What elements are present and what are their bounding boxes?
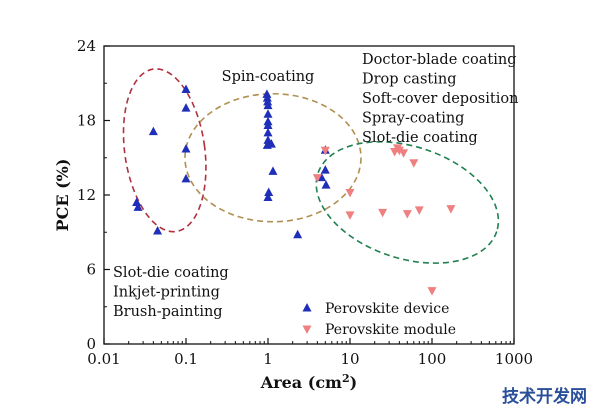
method-group-ellipses <box>122 68 500 264</box>
data-point <box>409 159 419 168</box>
axis-ticks: 0.01 0.1 1 10 100 1000 0 6 12 18 24 <box>77 37 533 368</box>
data-point <box>345 189 355 198</box>
data-point <box>345 211 355 220</box>
data-point <box>427 287 437 296</box>
y-axis-title: PCE (%) <box>53 159 72 232</box>
data-point <box>181 103 191 112</box>
y-tick-label: 24 <box>77 37 96 55</box>
x-tick-label: 10 <box>340 350 359 368</box>
data-point <box>394 146 404 156</box>
legend: Perovskite device Perovskite module <box>302 301 456 338</box>
data-point <box>181 144 191 153</box>
data-point <box>263 96 273 106</box>
method-annotations: Spin-coating Doctor-blade coating Drop cas… <box>113 52 518 320</box>
x-axis-title-close: ) <box>350 373 358 392</box>
annotation-spin-line: Spin-coating <box>222 69 315 85</box>
x-tick-label: 0.1 <box>174 350 198 368</box>
y-tick-label: 0 <box>86 335 96 353</box>
annotation-right-line: Soft-cover deposition <box>362 91 518 107</box>
data-point <box>399 149 409 158</box>
y-tick-label: 18 <box>77 112 96 130</box>
data-point <box>262 89 272 98</box>
data-point <box>378 208 388 218</box>
data-point <box>317 172 327 182</box>
annotation-right-line: Doctor-blade coating <box>362 52 516 68</box>
legend-label: Perovskite device <box>325 301 449 317</box>
data-point <box>402 210 412 219</box>
series-device <box>132 84 331 239</box>
data-point <box>264 187 274 197</box>
data-point <box>132 197 142 206</box>
data-point <box>181 84 191 93</box>
data-point <box>312 174 322 183</box>
data-point <box>263 127 273 137</box>
data-point <box>263 120 273 129</box>
legend-label: Perovskite module <box>325 322 456 338</box>
data-point <box>446 205 456 214</box>
data-point <box>293 229 303 239</box>
data-point <box>133 202 143 211</box>
watermark: 技术开发网 <box>475 385 587 409</box>
data-point <box>263 100 273 110</box>
annotation-right-line: Slot-die coating <box>362 130 478 146</box>
data-point <box>263 109 273 118</box>
data-point <box>263 192 273 201</box>
data-point <box>320 165 330 174</box>
x-tick-label: 1000 <box>495 350 533 368</box>
annotation-right-line: Spray-coating <box>362 111 464 127</box>
data-point <box>414 206 424 215</box>
x-tick-label: 0.01 <box>87 350 120 368</box>
x-axis-title: Area (cm2) <box>260 372 357 392</box>
data-point <box>148 126 158 136</box>
y-tick-label: 6 <box>86 261 96 279</box>
annotation-left-line: Brush-painting <box>113 304 223 320</box>
data-point <box>262 93 272 102</box>
y-tick-label: 12 <box>77 186 96 204</box>
legend-marker <box>302 303 312 312</box>
x-tick-label: 1 <box>263 350 273 368</box>
legend-marker <box>302 325 312 334</box>
data-point <box>268 166 278 175</box>
annotation-left-line: Slot-die coating <box>113 265 229 281</box>
annotation-left-line: Inkjet-printing <box>113 285 220 301</box>
data-point <box>181 173 191 183</box>
data-point <box>153 226 163 235</box>
data-point <box>320 146 330 156</box>
group-ellipse-1 <box>122 68 207 233</box>
data-points <box>132 84 456 296</box>
x-axis-title-sup: 2 <box>342 372 350 385</box>
annotation-right-line: Drop casting <box>362 72 456 88</box>
series-module <box>312 144 456 296</box>
x-tick-label: 100 <box>418 350 447 368</box>
data-point <box>321 180 331 189</box>
group-ellipse-2 <box>184 92 362 223</box>
data-point <box>266 139 276 148</box>
